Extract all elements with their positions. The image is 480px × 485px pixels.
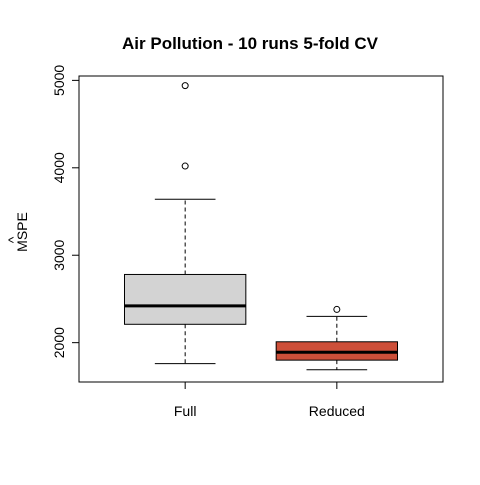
- x-tick-label: Full: [174, 403, 197, 419]
- box-full: [124, 82, 247, 365]
- chart-title: Air Pollution - 10 runs 5-fold CV: [122, 34, 379, 53]
- iqr-box: [124, 273, 247, 325]
- y-tick-label: 3000: [51, 239, 67, 270]
- y-tick-label: 5000: [51, 65, 67, 96]
- x-tick-label: Reduced: [309, 403, 365, 419]
- plot-frame: [78, 75, 444, 383]
- y-tick-label: 4000: [51, 152, 67, 183]
- outlier-point: [181, 82, 189, 90]
- y-tick-label: 2000: [51, 327, 67, 358]
- y-axis-label: MSPE ^: [5, 212, 30, 252]
- box-reduced: [275, 305, 398, 371]
- y-axis-label-text: MSPE: [14, 212, 30, 252]
- outlier-point: [181, 162, 189, 170]
- y-axis: 2000 3000 4000 5000: [51, 65, 80, 358]
- outlier-point: [333, 305, 341, 313]
- x-axis: Full Reduced: [174, 381, 365, 419]
- box-series: [124, 82, 398, 371]
- y-axis-label-accent: ^: [5, 236, 21, 243]
